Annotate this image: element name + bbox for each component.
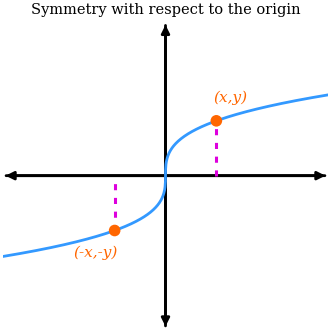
Text: (x,y): (x,y) xyxy=(214,91,248,106)
Point xyxy=(112,228,117,233)
Point xyxy=(214,118,219,124)
Text: (-x,-y): (-x,-y) xyxy=(73,246,117,260)
Title: Symmetry with respect to the origin: Symmetry with respect to the origin xyxy=(31,3,300,17)
